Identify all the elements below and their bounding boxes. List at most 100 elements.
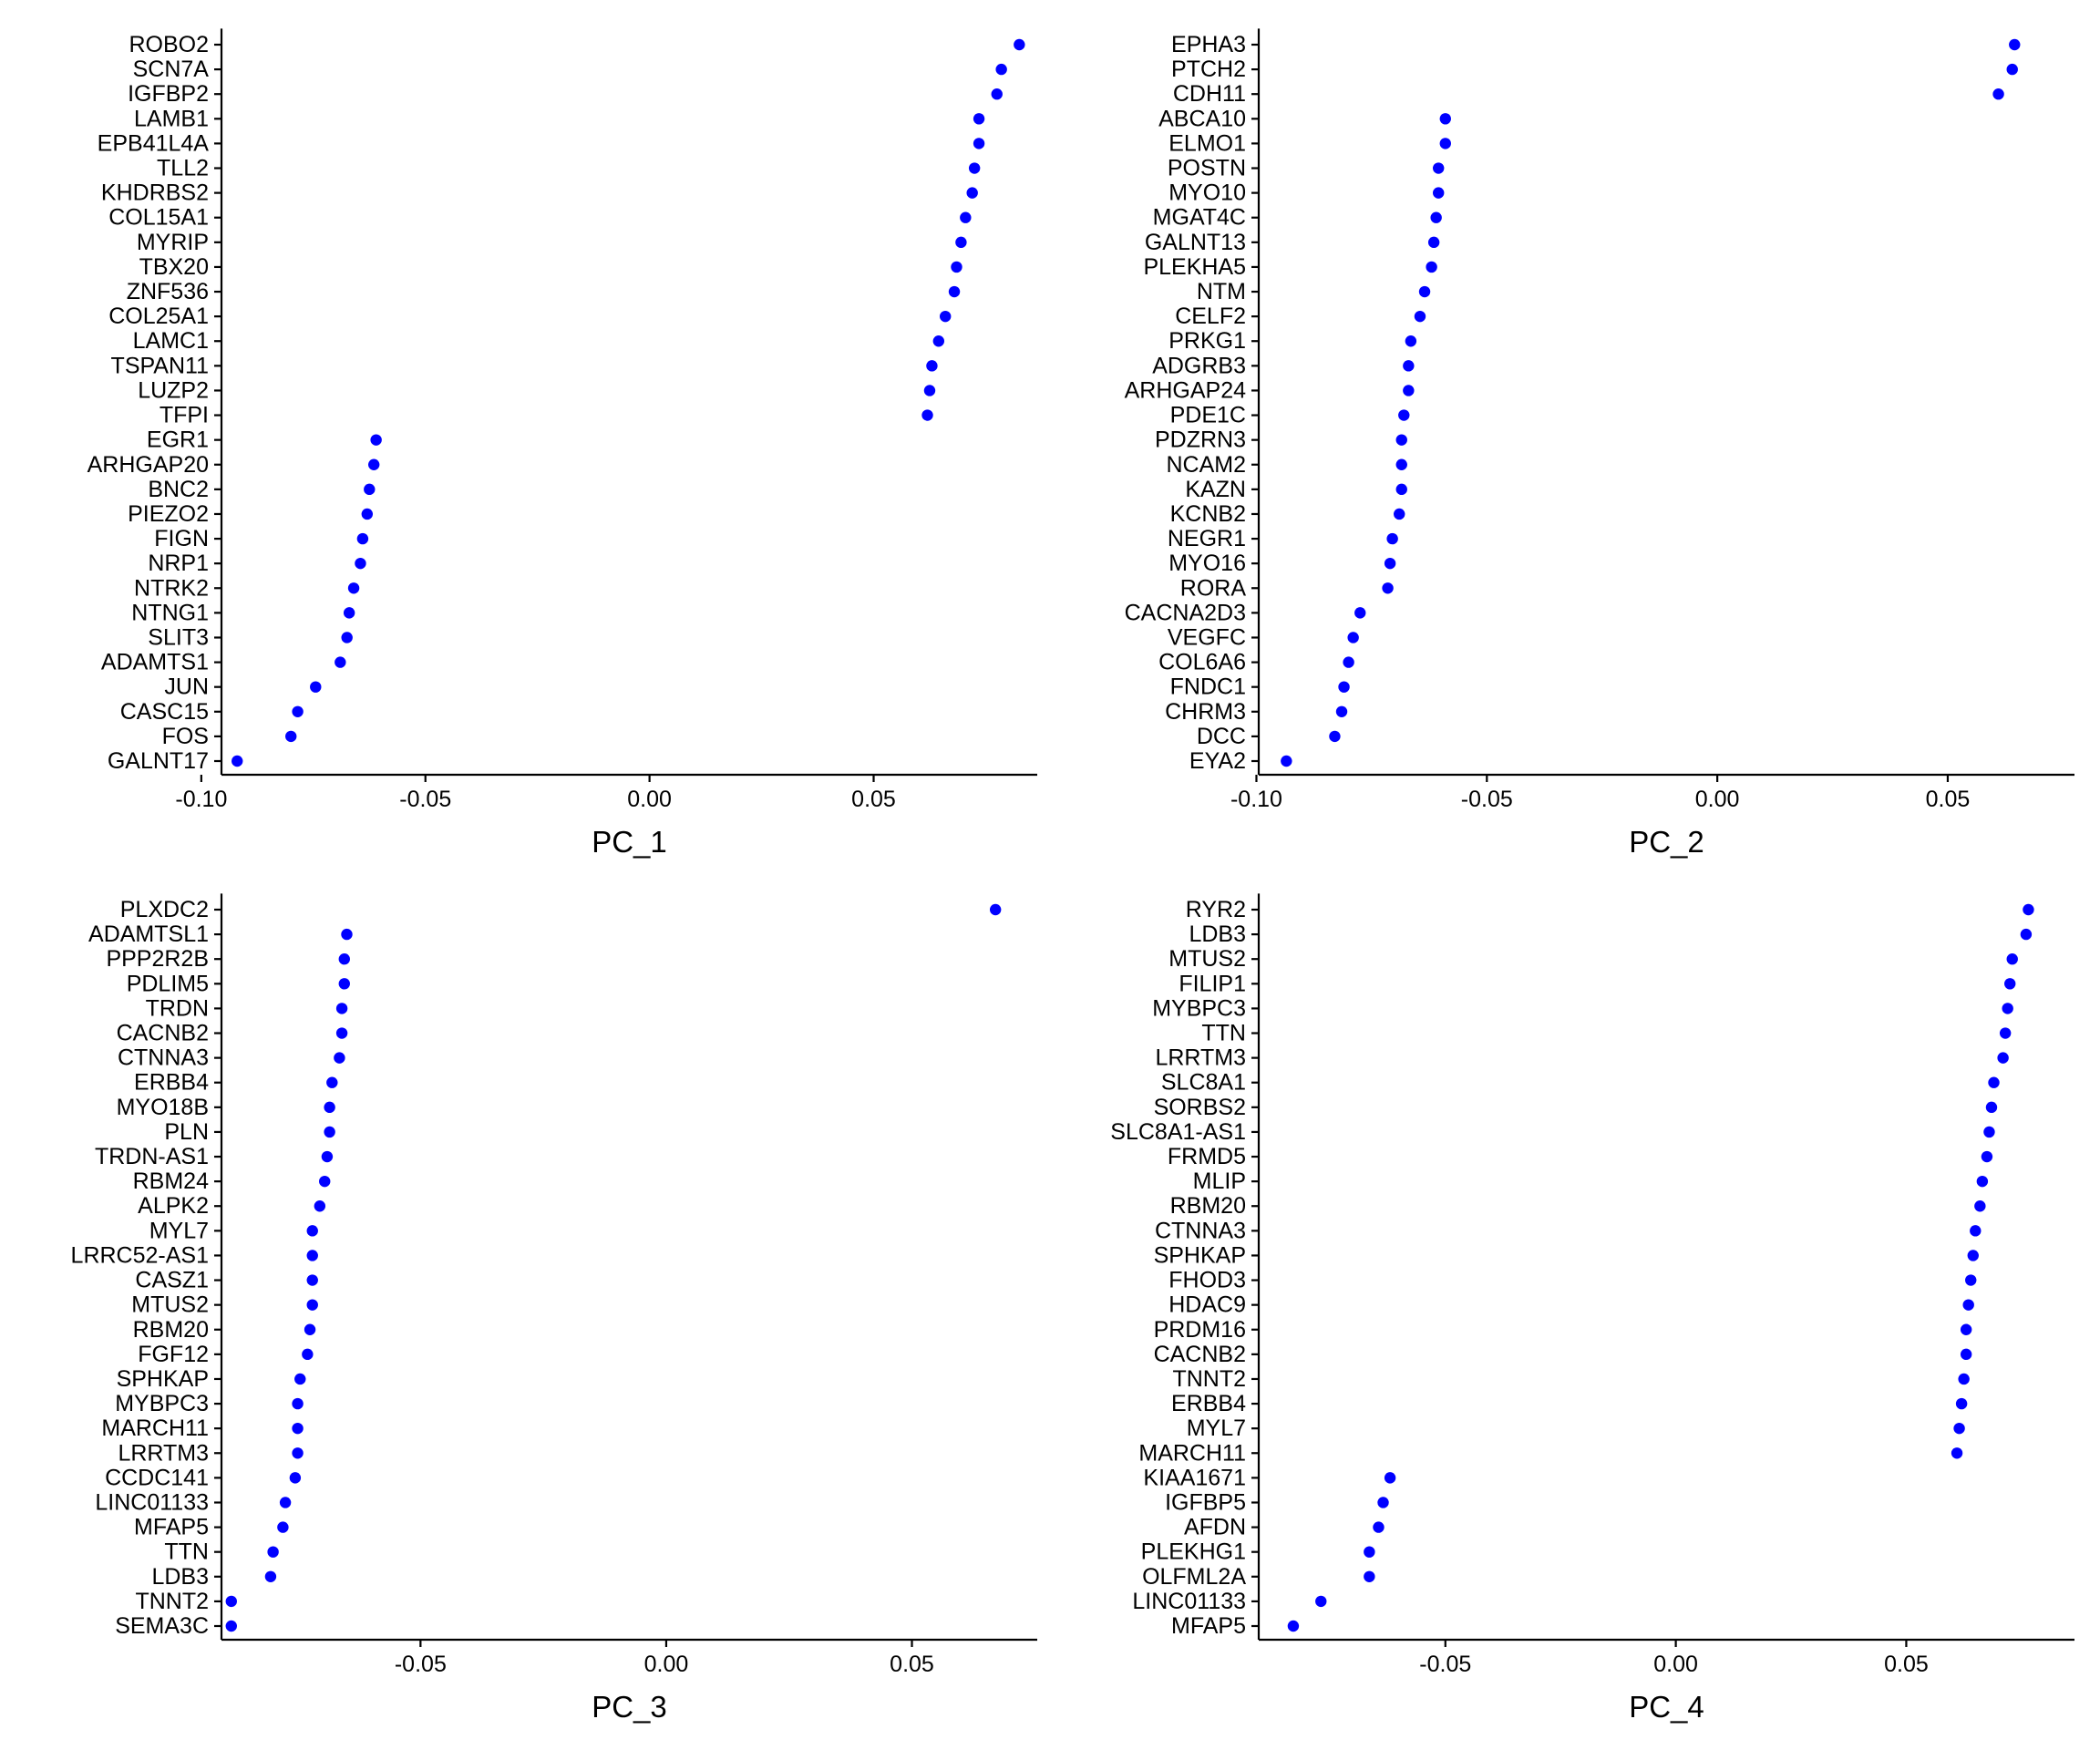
gene-label: OLFML2A	[1142, 1564, 1246, 1590]
panel-pc3: PLXDC2ADAMTSL1PPP2R2BPDLIM5TRDNCACNB2CTN…	[71, 893, 1037, 1724]
gene-label: LAMC1	[133, 328, 209, 354]
loading-point	[991, 88, 1003, 100]
loading-point	[289, 1472, 302, 1484]
panel-pc1: ROBO2SCN7AIGFBP2LAMB1EPB41L4ATLL2KHDRBS2…	[88, 28, 1037, 859]
loading-point	[960, 211, 972, 223]
loading-point	[338, 953, 350, 965]
loading-point	[1433, 162, 1445, 174]
gene-label: FHOD3	[1168, 1268, 1246, 1293]
loading-point	[1014, 38, 1025, 51]
gene-label: TTN	[1201, 1021, 1246, 1046]
gene-label: JUN	[164, 674, 209, 700]
x-axis-title: PC_4	[1629, 1690, 1704, 1724]
gene-label: CASC15	[120, 699, 209, 725]
gene-label: TRDN	[146, 995, 209, 1021]
loading-point	[995, 63, 1007, 76]
gene-label: DCC	[1197, 724, 1246, 749]
gene-label: TNNT2	[1172, 1366, 1246, 1392]
gene-label: POSTN	[1168, 156, 1246, 181]
gene-label: LINC01133	[1132, 1589, 1246, 1614]
gene-label: FOS	[162, 724, 209, 749]
gene-label: ARHGAP24	[1125, 377, 1246, 403]
loading-point	[1962, 1299, 1974, 1311]
gene-label: NEGR1	[1168, 526, 1246, 551]
loading-point	[335, 1027, 348, 1039]
loading-point	[1974, 1200, 1986, 1212]
loading-point	[1382, 582, 1394, 594]
gene-label: ADGRB3	[1152, 353, 1246, 378]
x-tick-label: -0.05	[395, 1652, 447, 1677]
gene-label: MFAP5	[1171, 1613, 1246, 1639]
gene-label: CDH11	[1173, 81, 1246, 107]
gene-label: LRRC52-AS1	[71, 1242, 209, 1268]
loading-point	[347, 582, 360, 594]
gene-label: MTUS2	[1168, 946, 1246, 972]
gene-label: IGFBP5	[1165, 1489, 1246, 1515]
gene-label: PTCH2	[1171, 57, 1246, 82]
loading-point	[292, 1397, 304, 1410]
gene-label: PDE1C	[1170, 403, 1246, 428]
loading-point	[302, 1348, 314, 1361]
gene-label: LDB3	[151, 1564, 209, 1590]
loading-point	[1398, 409, 1410, 421]
loading-point	[1414, 310, 1426, 323]
loading-point	[989, 903, 1002, 916]
gene-label: ALPK2	[138, 1193, 209, 1219]
x-tick-label: 0.05	[890, 1652, 934, 1677]
gene-label: SLC8A1	[1161, 1070, 1246, 1096]
loading-point	[1433, 187, 1445, 199]
gene-label: MYL7	[149, 1218, 209, 1243]
x-tick-label: -0.10	[1230, 787, 1282, 812]
gene-label: ZNF536	[127, 279, 209, 304]
gene-label: SLIT3	[148, 624, 209, 650]
loading-point	[1384, 1472, 1396, 1484]
loading-point	[1281, 755, 1292, 767]
loading-point	[1364, 1546, 1375, 1558]
gene-label: MYRIP	[137, 230, 209, 255]
loading-point	[966, 187, 978, 199]
x-axis-title: PC_2	[1629, 825, 1704, 859]
gene-label: ADAMTSL1	[88, 921, 209, 947]
loading-point	[1343, 656, 1354, 668]
loading-point	[968, 162, 981, 174]
gene-label: PPP2R2B	[106, 946, 209, 972]
loading-point	[1958, 1373, 1970, 1385]
loading-point	[1364, 1570, 1375, 1582]
gene-label: SORBS2	[1154, 1095, 1246, 1120]
gene-label: NRP1	[148, 551, 209, 576]
loading-point	[1395, 458, 1407, 470]
gene-label: LAMB1	[134, 106, 209, 131]
loading-point	[2006, 63, 2018, 76]
loading-point	[1965, 1274, 1977, 1286]
loading-point	[955, 236, 967, 249]
loading-point	[1338, 681, 1350, 693]
loading-point	[292, 1422, 304, 1435]
gene-label: CHRM3	[1165, 699, 1246, 725]
loading-point	[1439, 138, 1451, 149]
loading-point	[1386, 532, 1398, 545]
gene-label: FILIP1	[1179, 971, 1246, 996]
loading-point	[1997, 1052, 2009, 1064]
x-tick-label: 0.00	[1695, 787, 1740, 812]
x-axis-title: PC_1	[592, 825, 667, 859]
gene-label: TTN	[164, 1539, 209, 1565]
x-tick-label: 0.05	[1926, 787, 1971, 812]
loading-point	[1967, 1250, 1979, 1261]
gene-label: TFPI	[160, 403, 209, 428]
loading-point	[921, 409, 933, 421]
loading-point	[225, 1595, 237, 1608]
loading-point	[2002, 1003, 2013, 1014]
loading-point	[1985, 1101, 1998, 1114]
gene-label: CTNNA3	[118, 1045, 209, 1071]
gene-label: KHDRBS2	[101, 180, 209, 206]
loading-point	[335, 656, 346, 668]
loading-point	[356, 532, 369, 545]
loading-point	[1347, 632, 1359, 643]
gene-label: FRMD5	[1168, 1144, 1246, 1169]
gene-label: PLXDC2	[120, 897, 209, 922]
gene-label: KAZN	[1185, 477, 1246, 502]
gene-label: TLL2	[157, 156, 209, 181]
gene-label: BNC2	[148, 477, 209, 502]
gene-label: PLEKHA5	[1143, 254, 1246, 280]
gene-label: ELMO1	[1168, 130, 1246, 156]
